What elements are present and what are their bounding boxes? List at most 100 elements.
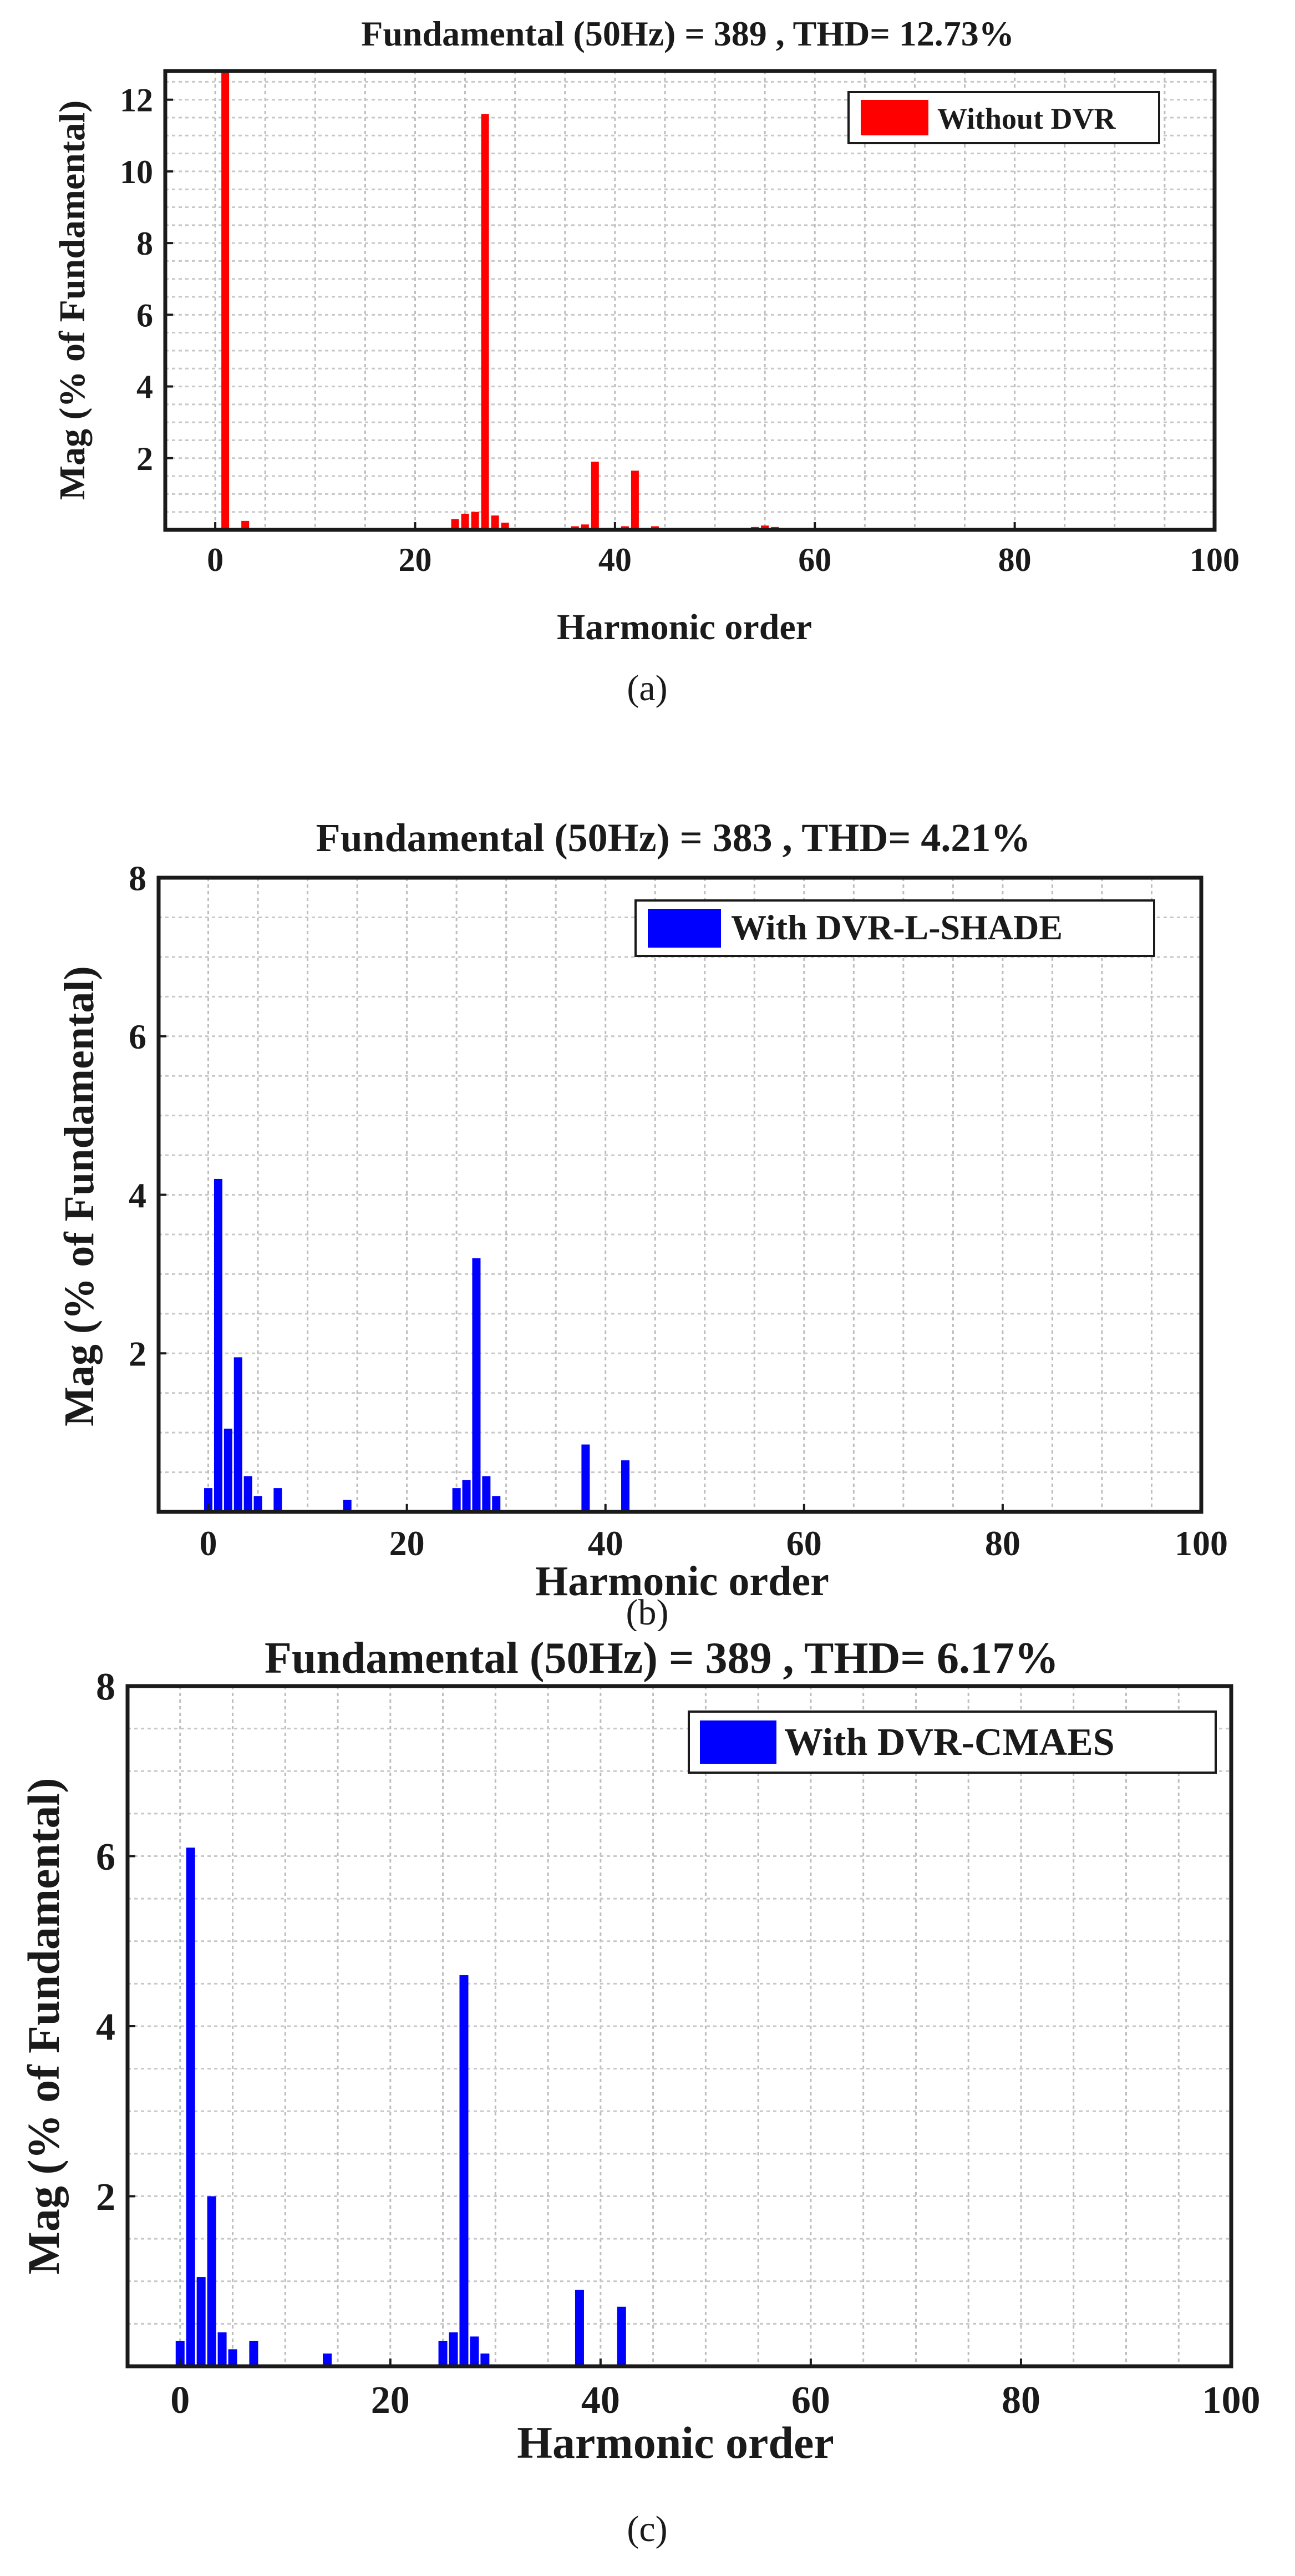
bar-h38: [581, 1444, 590, 1512]
bar-h14: [323, 2354, 332, 2366]
x-tick-label: 0: [200, 1524, 217, 1563]
x-tick-label: 40: [598, 541, 632, 578]
bar-h29: [492, 1496, 501, 1512]
bar-h27: [472, 1258, 481, 1512]
y-tick-label: 12: [120, 82, 153, 119]
x-axis-label: Harmonic order: [557, 607, 812, 647]
x-tick-label: 60: [786, 1524, 822, 1563]
plot-frame: [125, 1684, 1233, 2368]
bar-h25: [452, 1488, 461, 1512]
legend-label: With DVR-L-SHADE: [731, 908, 1063, 947]
y-tick-label: 8: [129, 858, 146, 898]
grid-lines: [165, 71, 1216, 530]
bar-h26: [471, 512, 479, 530]
bar-h37: [581, 524, 589, 530]
x-axis-label: Harmonic order: [517, 2417, 834, 2468]
x-tick-label: 60: [798, 541, 831, 578]
legend-swatch: [861, 100, 928, 135]
bars: [175, 1848, 626, 2366]
plot-frame: [163, 69, 1217, 532]
x-tick-label: 100: [1175, 1524, 1228, 1563]
bar-h4: [217, 2332, 227, 2366]
bar-h7: [273, 1488, 282, 1512]
figure-caption: (b): [626, 1592, 669, 1631]
y-tick-label: 4: [136, 369, 153, 406]
legend-label: With DVR-CMAES: [784, 1721, 1115, 1764]
legend-label: Without DVR: [937, 102, 1116, 135]
bar-h38: [575, 2290, 584, 2366]
bar-h2: [196, 2277, 206, 2366]
y-axis-label: Mag (% of Fundamental): [18, 1778, 69, 2274]
chart-panel-b: Fundamental (50Hz) = 383 , THD= 4.21% 0 2…: [0, 732, 1295, 1631]
chart-title: Fundamental (50Hz) = 389 , THD= 6.17%: [265, 1634, 1059, 1683]
y-tick-label: 8: [96, 1666, 115, 1709]
bar-h26: [449, 2332, 458, 2366]
harmonic-spectrum-chart-b: Fundamental (50Hz) = 383 , THD= 4.21% 0 2…: [56, 816, 1228, 1631]
bar-h28: [491, 515, 499, 530]
figure-caption: (a): [627, 668, 667, 708]
bar-h7: [249, 2341, 258, 2366]
legend: Without DVR: [847, 91, 1160, 144]
x-tick-label: 40: [588, 1524, 623, 1563]
harmonic-spectrum-chart-c: Fundamental (50Hz) = 389 , THD= 6.17% 0 2…: [18, 1634, 1261, 2549]
legend: With DVR-L-SHADE: [634, 899, 1155, 957]
bar-h1: [214, 1178, 222, 1512]
x-axis-label: Harmonic order: [535, 1558, 829, 1605]
bar-h42: [617, 2306, 626, 2366]
x-tick-label: 80: [998, 541, 1032, 578]
tick-labels: 0 20 40 60 80 100 2 4 6 8 10 12: [120, 82, 1240, 578]
bar-h5: [253, 1496, 262, 1512]
bar-h38: [591, 462, 599, 530]
bars: [204, 1178, 630, 1512]
tick-labels: 0 20 40 60 80 100 2 4 6 8: [129, 858, 1228, 1563]
x-tick-label: 20: [371, 2379, 410, 2422]
chart-title: Fundamental (50Hz) = 383 , THD= 4.21%: [316, 816, 1031, 860]
x-tick-label: 40: [581, 2379, 620, 2422]
x-tick-label: 100: [1202, 2379, 1261, 2422]
harmonic-spectrum-chart-a: Fundamental (50Hz) = 389 , THD= 12.73% 0…: [52, 14, 1240, 708]
bar-h3: [241, 520, 250, 530]
x-tick-label: 20: [398, 541, 431, 578]
figure-caption: (c): [627, 2509, 667, 2549]
x-tick-label: 60: [791, 2379, 830, 2422]
bar-h27: [481, 114, 489, 530]
tick-labels: 0 20 40 60 80 100 2 4 6 8: [96, 1666, 1261, 2422]
y-tick-label: 10: [120, 154, 153, 190]
bar-h3: [207, 2196, 216, 2366]
y-tick-label: 6: [136, 297, 153, 333]
legend: With DVR-CMAES: [688, 1710, 1217, 1774]
y-tick-label: 4: [96, 2006, 115, 2049]
bar-h25: [438, 2341, 448, 2366]
x-tick-label: 0: [207, 541, 224, 578]
legend-box: [688, 1710, 1217, 1774]
y-tick-label: 2: [96, 2176, 115, 2219]
grid-lines: [128, 1686, 1232, 2366]
bar-h0: [175, 2341, 185, 2366]
bar-h5: [228, 2349, 237, 2366]
bar-h4: [243, 1476, 252, 1512]
y-axis-label: Mag (% of Fundamental): [56, 966, 103, 1426]
chart-title: Fundamental (50Hz) = 389 , THD= 12.73%: [361, 14, 1014, 53]
bar-h0: [204, 1488, 213, 1512]
chart-panel-c: Fundamental (50Hz) = 389 , THD= 6.17% 0 2…: [0, 1631, 1295, 2576]
x-tick-label: 80: [1002, 2379, 1040, 2422]
bar-h28: [482, 1476, 491, 1512]
bar-h27: [459, 1975, 469, 2366]
bar-h26: [462, 1480, 471, 1512]
bars: [211, 71, 779, 530]
bar-h24: [451, 519, 459, 530]
bar-h42: [631, 470, 639, 530]
y-tick-label: 8: [136, 225, 153, 262]
y-tick-label: 2: [136, 441, 153, 477]
y-tick-label: 4: [129, 1176, 146, 1215]
bar-h29: [480, 2354, 490, 2366]
bar-h42: [621, 1460, 630, 1512]
bar-h55: [761, 525, 769, 530]
legend-box: [634, 899, 1155, 957]
bar-h28: [470, 2336, 479, 2366]
bar-h3: [233, 1357, 242, 1512]
y-tick-label: 6: [129, 1017, 146, 1056]
y-axis-label: Mag (% of Fundamental): [52, 100, 93, 500]
bar-h2: [224, 1428, 232, 1512]
legend-swatch: [648, 909, 721, 948]
